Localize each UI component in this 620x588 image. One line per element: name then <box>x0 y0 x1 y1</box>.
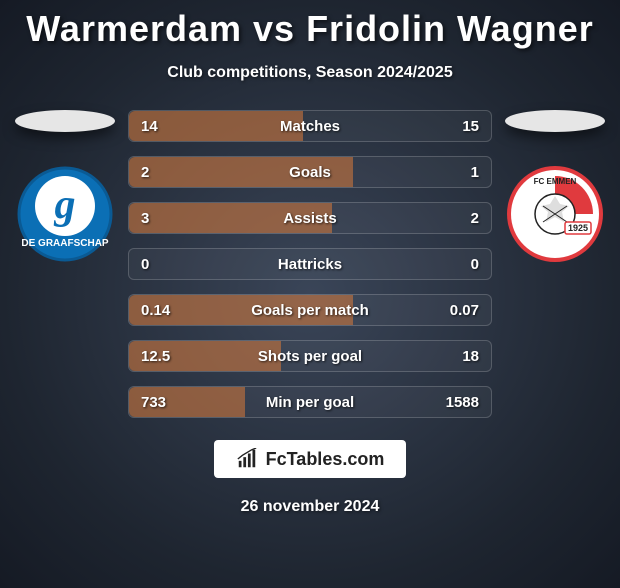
stat-row: 14Matches15 <box>128 110 492 142</box>
stat-right-value: 1588 <box>446 394 479 411</box>
svg-text:FC EMMEN: FC EMMEN <box>534 177 577 186</box>
svg-text:DE GRAAFSCHAP: DE GRAAFSCHAP <box>21 238 109 249</box>
svg-text:1925: 1925 <box>568 223 588 233</box>
right-side: FC EMMEN 1925 <box>500 110 610 264</box>
left-platform <box>15 110 115 132</box>
stat-right-value: 0 <box>471 256 479 273</box>
stat-row: 733Min per goal1588 <box>128 386 492 418</box>
stat-label: Goals <box>129 164 491 181</box>
stat-right-value: 2 <box>471 210 479 227</box>
brand-link[interactable]: FcTables.com <box>214 440 407 478</box>
stat-right-value: 0.07 <box>450 302 479 319</box>
right-club-logo: FC EMMEN 1925 <box>505 164 605 264</box>
stat-right-value: 18 <box>462 348 479 365</box>
stat-label: Assists <box>129 210 491 227</box>
stat-row: 2Goals1 <box>128 156 492 188</box>
left-side: g DE GRAAFSCHAP <box>10 110 120 264</box>
stat-row: 12.5Shots per goal18 <box>128 340 492 372</box>
stat-label: Matches <box>129 118 491 135</box>
stat-right-value: 15 <box>462 118 479 135</box>
stat-row: 0.14Goals per match0.07 <box>128 294 492 326</box>
svg-text:g: g <box>54 182 76 228</box>
date-label: 26 november 2024 <box>0 498 620 516</box>
right-platform <box>505 110 605 132</box>
stats-rows: 14Matches152Goals13Assists20Hattricks00.… <box>128 110 492 418</box>
stat-label: Shots per goal <box>129 348 491 365</box>
stat-label: Hattricks <box>129 256 491 273</box>
left-club-logo: g DE GRAAFSCHAP <box>15 164 115 264</box>
stat-label: Goals per match <box>129 302 491 319</box>
stat-right-value: 1 <box>471 164 479 181</box>
stat-row: 3Assists2 <box>128 202 492 234</box>
fcemmen-icon: FC EMMEN 1925 <box>505 164 605 264</box>
degraafschap-icon: g DE GRAAFSCHAP <box>15 164 115 264</box>
chart-icon <box>236 448 258 470</box>
stat-label: Min per goal <box>129 394 491 411</box>
subtitle: Club competitions, Season 2024/2025 <box>0 64 620 82</box>
stat-row: 0Hattricks0 <box>128 248 492 280</box>
brand-footer: FcTables.com <box>0 440 620 478</box>
page-title: Warmerdam vs Fridolin Wagner <box>0 8 620 50</box>
comparison-panel: g DE GRAAFSCHAP 14Matches152Goals13Assis… <box>0 110 620 418</box>
brand-label: FcTables.com <box>266 449 385 470</box>
